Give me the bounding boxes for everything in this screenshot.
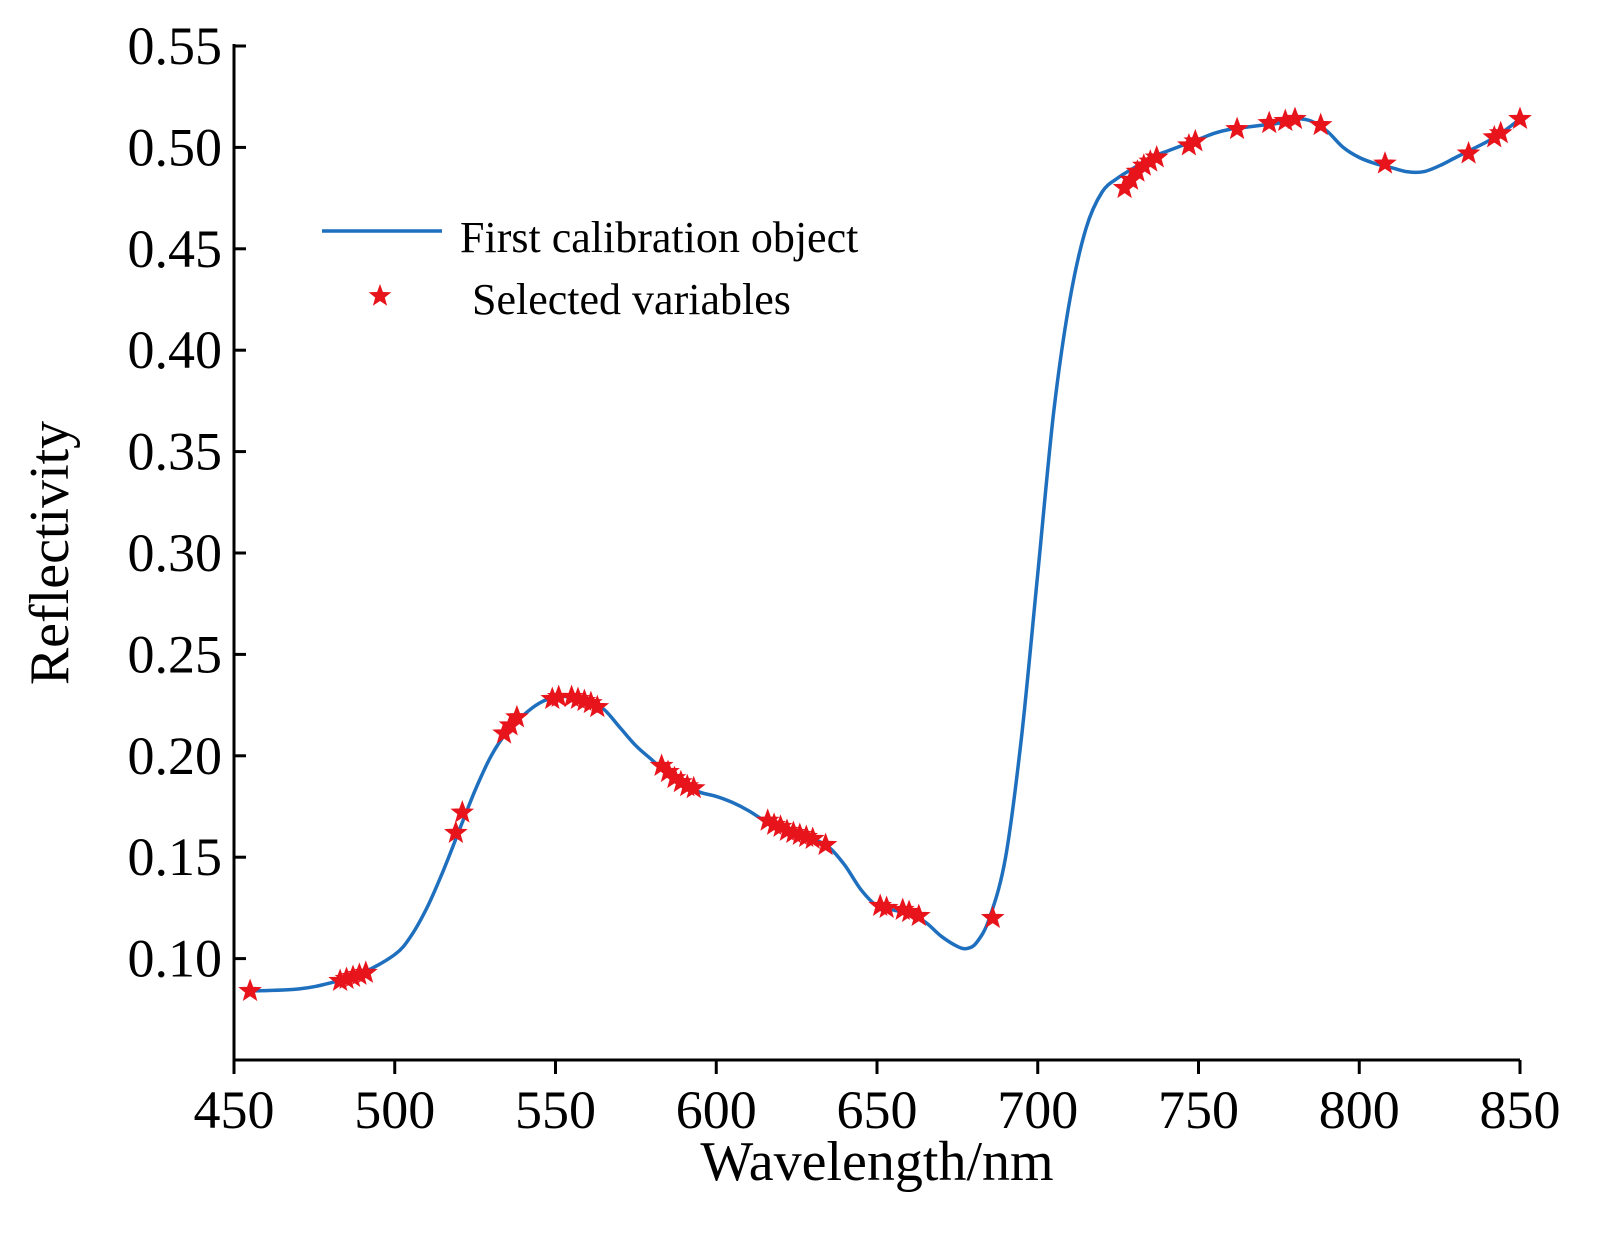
legend-star-label: Selected variables <box>472 275 791 324</box>
selected-variable-point <box>1508 106 1532 130</box>
selected-variable-point <box>681 775 706 799</box>
x-tick-label: 450 <box>194 1080 275 1140</box>
y-tick-label: 0.45 <box>128 219 223 279</box>
selected-variable-point <box>1283 106 1307 130</box>
selected-variable-point <box>1183 128 1208 152</box>
selected-variable-point <box>906 903 931 927</box>
selected-variable-point <box>450 800 475 823</box>
y-tick-label: 0.10 <box>128 929 223 989</box>
x-tick-label: 700 <box>997 1080 1078 1140</box>
selected-variable-point <box>800 826 825 849</box>
selected-variable-point <box>444 820 468 843</box>
legend-star-swatch <box>368 284 392 306</box>
y-axis-title: Reflectivity <box>19 421 81 685</box>
x-tick-label: 850 <box>1480 1080 1561 1140</box>
legend-line-label: First calibration object <box>460 213 858 262</box>
y-tick-label: 0.15 <box>128 827 223 887</box>
y-tick-label: 0.30 <box>128 523 223 583</box>
selected-variable-point <box>585 694 610 718</box>
spectrum-line <box>250 117 1522 993</box>
y-tick-label: 0.25 <box>128 624 223 684</box>
x-tick-label: 500 <box>354 1080 435 1140</box>
y-tick-label: 0.50 <box>128 117 223 177</box>
y-tick-label: 0.20 <box>128 726 223 786</box>
x-tick-label: 800 <box>1319 1080 1400 1140</box>
plot-area <box>238 106 1532 1002</box>
selected-variable-point <box>1225 116 1249 140</box>
selected-variable-point <box>1257 110 1282 134</box>
x-tick-label: 750 <box>1158 1080 1239 1140</box>
y-tick-label: 0.35 <box>128 422 223 482</box>
selected-variable-point <box>1488 120 1513 144</box>
selected-variable-point <box>354 960 378 983</box>
selected-variable-point <box>238 978 262 1002</box>
y-tick-label: 0.40 <box>128 320 223 380</box>
legend: First calibration object Selected variab… <box>322 213 858 324</box>
x-tick-label: 650 <box>837 1080 918 1140</box>
selected-variable-point <box>1373 151 1397 174</box>
y-ticks: 0.10 0.15 0.20 0.25 0.30 0.35 0.40 0.45 0.50 0.55 <box>128 16 246 989</box>
selected-variable-point <box>874 895 899 918</box>
selected-variable-point <box>980 905 1005 929</box>
selected-variable-point <box>1144 145 1169 168</box>
axes: 0.10 0.15 0.20 0.25 0.30 0.35 0.40 0.45 0.50 0.55… <box>128 16 1561 1140</box>
x-tick-label: 550 <box>515 1080 596 1140</box>
selected-variable-point <box>505 704 529 728</box>
x-ticks: 450 500 550 600 650 700 750 800 850 <box>194 1060 1561 1140</box>
selected-variable-point <box>1456 141 1481 164</box>
y-tick-label: 0.55 <box>128 16 223 76</box>
selected-variable-point <box>813 832 838 856</box>
x-tick-label: 600 <box>676 1080 757 1140</box>
x-axis-title: Wavelength/nm <box>700 1131 1053 1193</box>
selected-variable-point <box>1308 112 1333 136</box>
